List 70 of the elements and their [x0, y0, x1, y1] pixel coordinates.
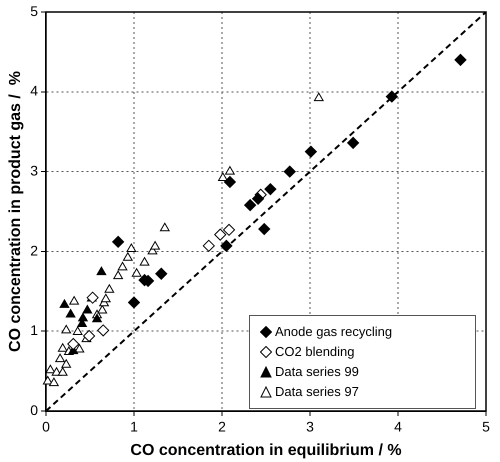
point: [347, 136, 360, 149]
point: [82, 304, 92, 314]
legend-label: Anode gas recycling: [275, 323, 392, 341]
point: [61, 324, 72, 334]
point: [55, 354, 65, 362]
y-tick-label: 2: [30, 242, 38, 258]
point: [86, 292, 99, 304]
point: [224, 176, 236, 188]
point: [225, 166, 235, 175]
point: [96, 266, 106, 276]
point: [97, 324, 110, 336]
x-tick-label: 3: [306, 418, 314, 434]
point: [72, 326, 82, 335]
y-tick-label: 4: [30, 82, 38, 99]
point: [46, 364, 56, 374]
point: [104, 284, 114, 293]
y-tick-label: 5: [30, 2, 38, 19]
point: [314, 92, 324, 102]
point: [214, 228, 226, 241]
point: [67, 338, 80, 350]
point: [74, 344, 84, 353]
point: [49, 378, 59, 386]
point: [258, 223, 270, 236]
x-tick-label: 0: [42, 418, 50, 434]
legend-label: Data series 99: [275, 363, 359, 381]
y-tick-label: 3: [30, 162, 38, 178]
point: [66, 308, 76, 318]
y-tick-label: 0: [30, 402, 38, 418]
point: [304, 146, 317, 158]
legend-label: Data series 97: [275, 383, 359, 401]
point: [202, 240, 215, 252]
point: [126, 244, 136, 252]
point: [150, 241, 160, 250]
point: [284, 166, 296, 178]
point: [58, 367, 68, 376]
point: [244, 199, 256, 212]
point: [69, 296, 79, 305]
point: [218, 172, 228, 181]
point: [160, 222, 170, 232]
point: [223, 224, 236, 236]
x-tick-label: 5: [482, 418, 490, 434]
x-tick-label: 1: [130, 418, 138, 434]
point: [140, 257, 150, 266]
point: [78, 312, 88, 322]
legend-label: CO2 blending: [275, 343, 354, 361]
point: [132, 268, 142, 277]
y-tick-label: 1: [30, 322, 38, 338]
x-tick-label: 2: [218, 418, 226, 434]
point: [60, 299, 70, 308]
point: [83, 330, 96, 342]
point: [155, 268, 168, 280]
point: [113, 270, 123, 280]
point: [42, 376, 53, 384]
x-axis-title: CO concentration in equilibrium / %: [130, 442, 402, 459]
x-tick-label: 4: [394, 418, 402, 434]
point: [386, 90, 398, 103]
point: [92, 314, 102, 322]
point: [264, 183, 276, 196]
point: [454, 54, 466, 66]
point: [97, 304, 108, 314]
point: [123, 252, 133, 261]
point: [118, 262, 128, 270]
y-axis-title: CO concentration in product gas / %: [7, 71, 24, 352]
point: [101, 294, 111, 302]
point: [61, 359, 72, 368]
point: [220, 240, 232, 252]
point: [252, 192, 264, 205]
point: [112, 236, 124, 248]
point: [58, 343, 68, 352]
point: [128, 296, 140, 308]
